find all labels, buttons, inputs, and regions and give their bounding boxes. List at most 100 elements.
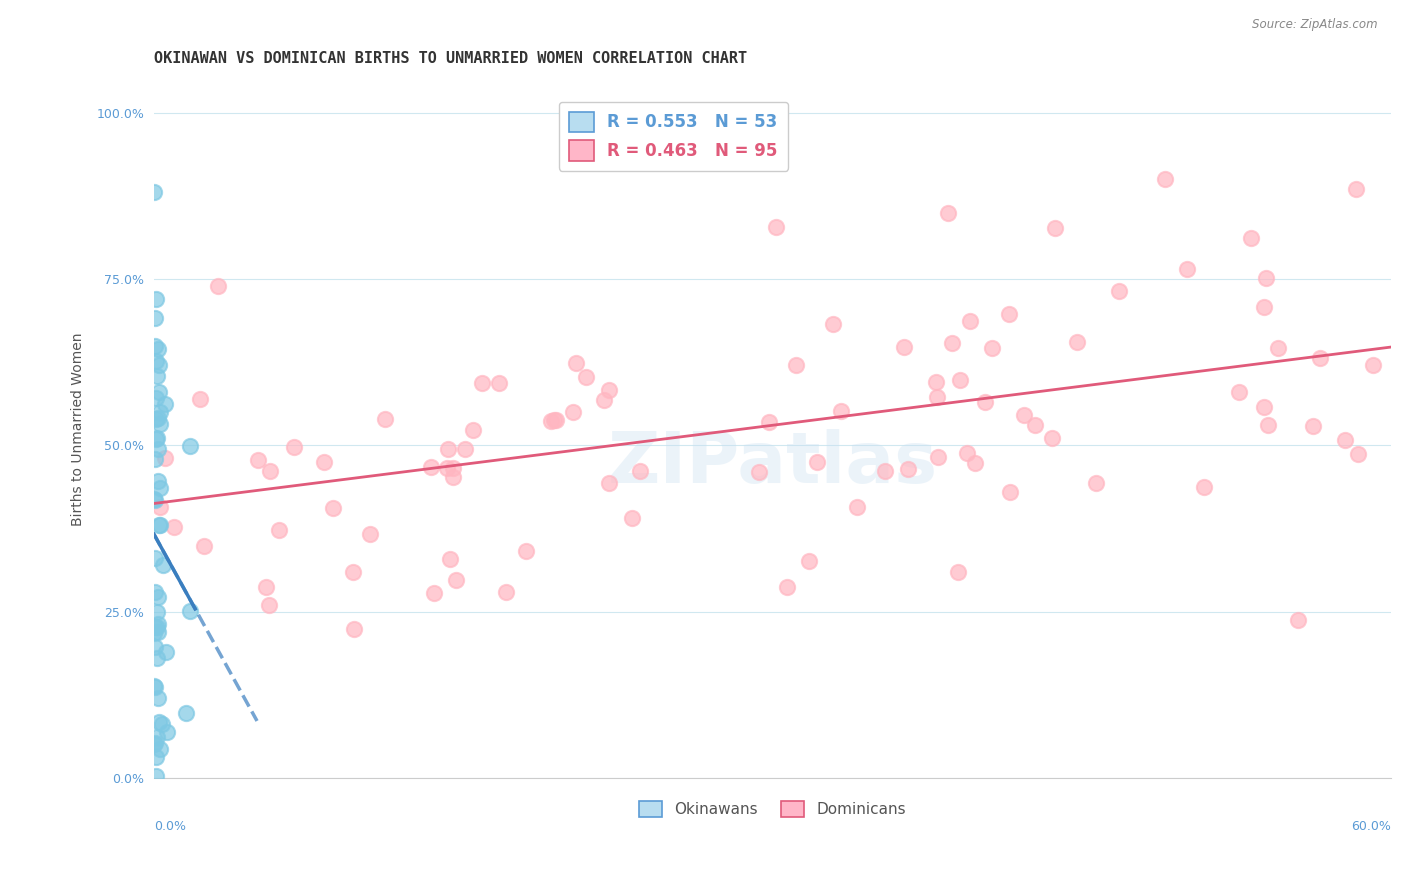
Point (873, 464, 896, 478)
Point (343, 623, 366, 637)
Point (1227, 384, 1250, 399)
Point (997, 307, 1019, 321)
Point (420, 459, 443, 474)
Point (488, 376, 510, 390)
Point (143, 451, 166, 466)
Point (342, 565, 364, 579)
Point (598, 475, 620, 490)
Point (148, 518, 170, 533)
Point (936, 206, 959, 220)
Point (163, 520, 186, 534)
Point (441, 469, 464, 483)
Point (846, 500, 869, 515)
Point (830, 404, 852, 418)
Point (1194, 480, 1216, 494)
Point (257, 599, 280, 613)
Point (176, 706, 198, 720)
Point (941, 336, 963, 351)
Point (927, 390, 949, 404)
Point (143, 640, 166, 655)
Point (454, 442, 477, 456)
Point (439, 551, 461, 566)
Point (146, 369, 169, 384)
Point (806, 454, 828, 468)
Point (471, 376, 494, 391)
Point (143, 551, 166, 566)
Text: Source: ZipAtlas.com: Source: ZipAtlas.com (1253, 18, 1378, 31)
Point (461, 423, 484, 437)
Point (956, 445, 979, 459)
Point (150, 717, 173, 731)
Point (444, 573, 467, 587)
Text: ZIPatlas: ZIPatlas (607, 429, 938, 499)
Point (1347, 447, 1369, 461)
Point (543, 413, 565, 427)
Point (207, 278, 229, 293)
Point (359, 527, 381, 541)
Point (145, 292, 167, 306)
Point (1024, 418, 1046, 433)
Point (143, 679, 166, 693)
Point (145, 605, 167, 619)
Point (149, 500, 172, 514)
Text: 0.0%: 0.0% (153, 820, 186, 833)
Point (145, 432, 167, 446)
Point (1267, 342, 1289, 356)
Point (143, 338, 166, 352)
Point (146, 624, 169, 639)
Point (540, 414, 562, 428)
Point (1154, 171, 1177, 186)
Point (592, 392, 614, 407)
Point (1253, 400, 1275, 414)
Point (269, 523, 291, 537)
Point (546, 413, 568, 427)
Text: 60.0%: 60.0% (1351, 820, 1391, 833)
Point (148, 358, 170, 372)
Point (145, 750, 167, 764)
Point (441, 461, 464, 475)
Point (565, 356, 588, 370)
Point (1085, 475, 1108, 490)
Point (149, 481, 172, 495)
Point (149, 405, 172, 419)
Point (143, 737, 166, 751)
Point (254, 580, 277, 594)
Point (146, 431, 169, 445)
Point (143, 619, 166, 633)
Point (799, 554, 821, 568)
Point (283, 440, 305, 454)
Text: OKINAWAN VS DOMINICAN BIRTHS TO UNMARRIED WOMEN CORRELATION CHART: OKINAWAN VS DOMINICAN BIRTHS TO UNMARRIE… (153, 51, 747, 66)
Point (145, 412, 167, 426)
Point (143, 492, 166, 507)
Point (1043, 221, 1066, 235)
Point (946, 566, 969, 580)
Point (156, 724, 179, 739)
Point (188, 392, 211, 406)
Point (152, 558, 174, 573)
Point (1240, 231, 1263, 245)
Point (148, 342, 170, 356)
Point (561, 139, 583, 153)
Point (146, 411, 169, 425)
Point (146, 590, 169, 604)
Point (149, 741, 172, 756)
Point (963, 456, 986, 470)
Point (149, 417, 172, 431)
Point (148, 385, 170, 400)
Point (437, 442, 460, 457)
Point (959, 314, 981, 328)
Point (785, 358, 807, 372)
Y-axis label: Births to Unmarried Women: Births to Unmarried Women (72, 332, 86, 525)
Point (1286, 613, 1309, 627)
Point (146, 474, 169, 488)
Point (1175, 262, 1198, 277)
Point (247, 453, 270, 467)
Point (949, 373, 972, 387)
Point (776, 580, 799, 594)
Point (974, 395, 997, 409)
Legend: R = 0.553   N = 53, R = 0.463   N = 95: R = 0.553 N = 53, R = 0.463 N = 95 (560, 102, 787, 170)
Point (765, 220, 787, 235)
Point (598, 383, 620, 397)
Point (193, 540, 215, 554)
Point (143, 584, 166, 599)
